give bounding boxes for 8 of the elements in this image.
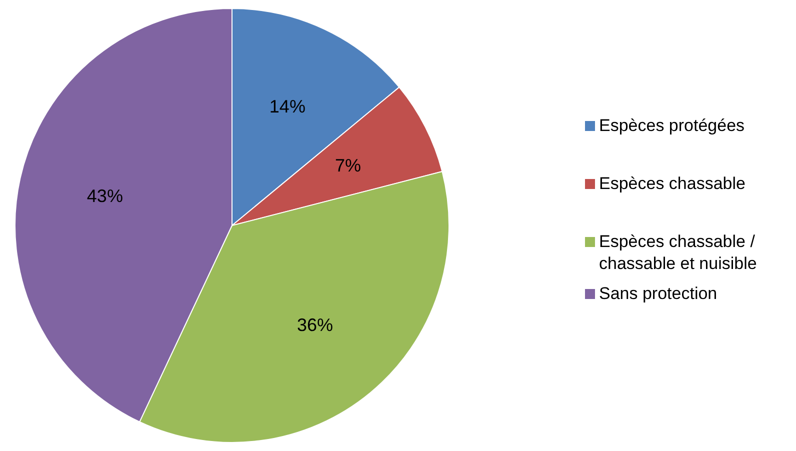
data-label: 7% <box>335 155 362 176</box>
legend-label: Espèces chassable <box>599 173 746 195</box>
data-label: 14% <box>269 96 306 117</box>
legend-label: Espèces chassable / chassable et nuisible <box>599 231 758 275</box>
data-label: 43% <box>86 186 123 206</box>
legend-label: Espèces protégées <box>599 115 745 137</box>
data-label: 36% <box>296 314 334 335</box>
legend-label: Sans protection <box>599 283 718 305</box>
